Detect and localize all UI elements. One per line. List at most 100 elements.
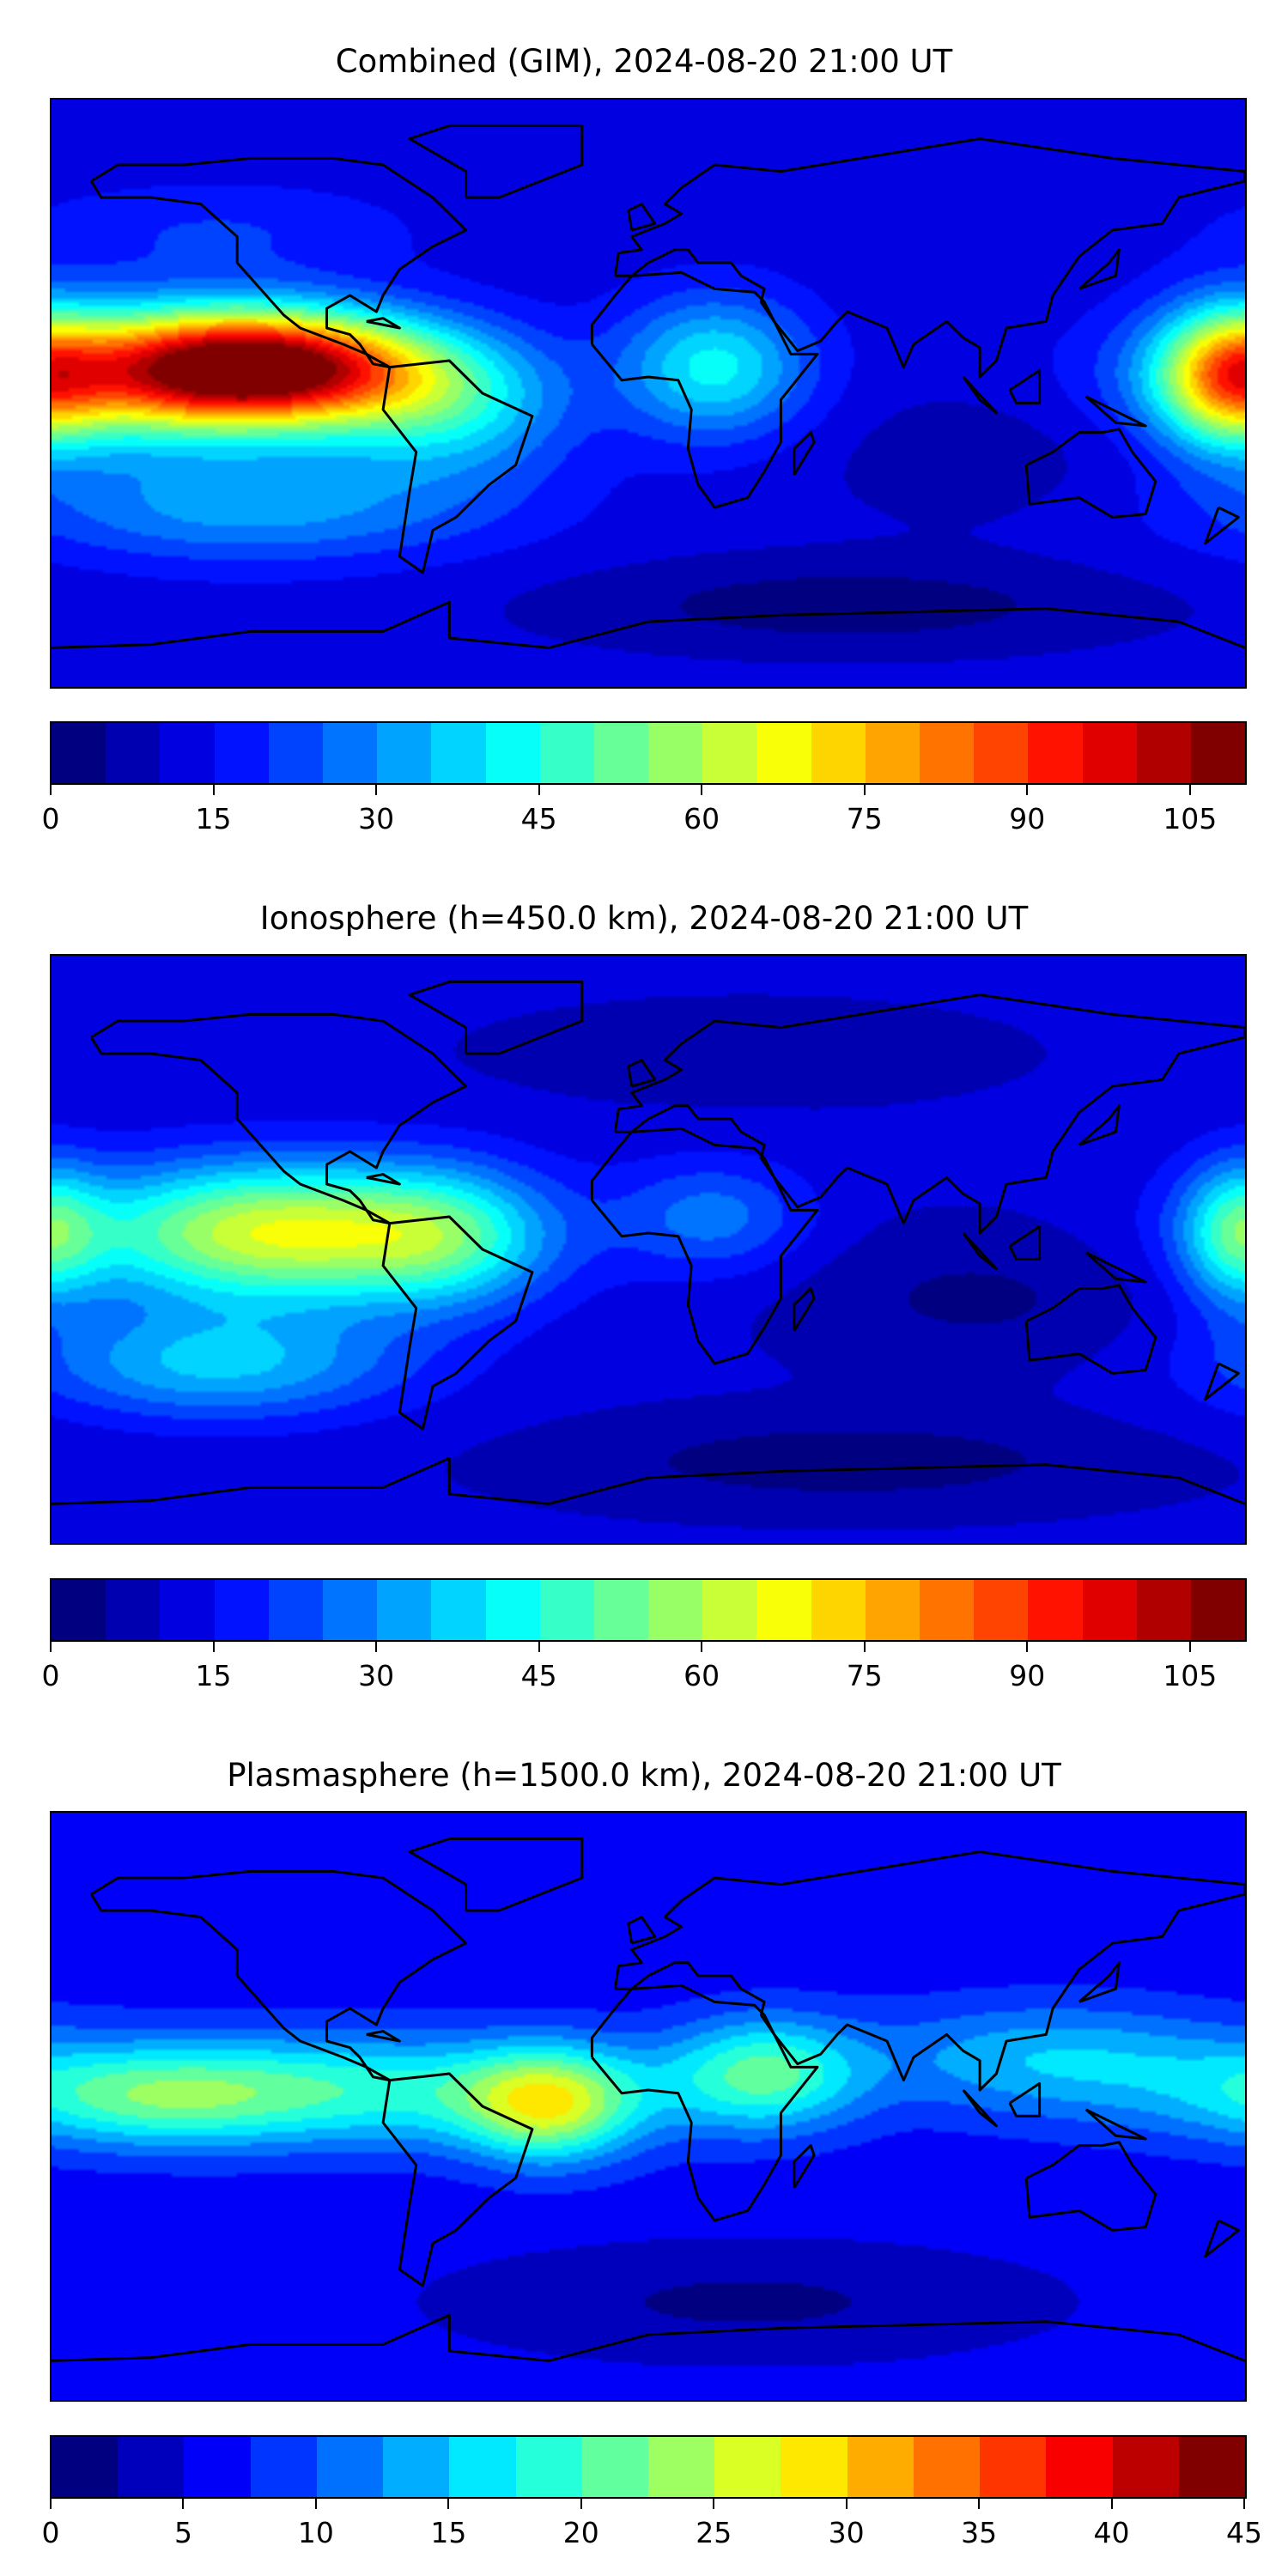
colorbar-tick xyxy=(1026,1642,1029,1652)
colorbar-tick-label: 75 xyxy=(846,1659,883,1692)
colorbar-tick xyxy=(701,1642,703,1652)
colorbar-tick-label: 15 xyxy=(430,2516,467,2549)
colorbar-tick-label: 45 xyxy=(1226,2516,1262,2549)
colorbar-tick xyxy=(1026,785,1029,795)
colorbar-tick xyxy=(580,2499,582,2509)
colorbar-tick xyxy=(701,785,703,795)
colorbar-segment xyxy=(250,2437,317,2497)
colorbar-segment xyxy=(383,2437,450,2497)
colorbar-tick-label: 25 xyxy=(696,2516,732,2549)
coastline xyxy=(613,993,1245,1235)
colorbar-segment xyxy=(920,723,975,783)
colorbar-segment xyxy=(648,723,703,783)
colorbar-tick xyxy=(538,1642,540,1652)
colorbar-segment xyxy=(377,723,432,783)
colorbar-segment xyxy=(811,723,866,783)
chart-title: Ionosphere (h=450.0 km), 2024-08-20 21:0… xyxy=(259,900,1029,937)
colorbar-tick-label: 45 xyxy=(520,802,557,835)
colorbar-segment xyxy=(1028,723,1083,783)
coastline xyxy=(366,1173,401,1186)
colorbar-segment xyxy=(268,723,323,783)
colorbar-segment xyxy=(920,1580,975,1640)
colorbar-ticks: 0 15 30 45 60 75 90 105 xyxy=(42,785,1245,836)
colorbar-tick xyxy=(1243,2499,1245,2509)
coastline xyxy=(381,2072,534,2287)
colorbar-segment xyxy=(647,2437,715,2497)
colorbar-segment xyxy=(160,723,215,783)
coastline xyxy=(590,1984,819,2222)
coastline xyxy=(366,2030,401,2043)
colorbar-segment xyxy=(539,723,594,783)
colorbar-tick-label: 0 xyxy=(41,802,60,835)
colorbar-tick xyxy=(845,2499,848,2509)
coastlines xyxy=(52,980,1245,1505)
coastline xyxy=(590,1127,819,1365)
coastline xyxy=(52,1456,1245,1505)
colorbar-tick-label: 90 xyxy=(1009,802,1046,835)
coastline xyxy=(408,1837,584,1912)
colorbar-tick xyxy=(212,785,215,795)
colorbar-segment xyxy=(485,723,540,783)
colorbar-segment xyxy=(52,1580,106,1640)
colorbar-segment xyxy=(648,1580,703,1640)
coastline xyxy=(1204,2219,1240,2258)
coastline xyxy=(962,2088,998,2128)
coastline xyxy=(1084,1251,1147,1284)
tec-contour-field xyxy=(52,100,1245,687)
colorbar-segment xyxy=(52,2437,118,2497)
coastline xyxy=(627,203,657,232)
colorbar-segment xyxy=(160,1580,215,1640)
colorbar xyxy=(50,721,1247,785)
colorbar-tick xyxy=(182,2499,185,2509)
colorbar-segment xyxy=(865,1580,920,1640)
coastline xyxy=(613,137,1245,379)
colorbar-segment xyxy=(847,2437,914,2497)
coastline xyxy=(408,124,584,199)
colorbar-tick-label: 90 xyxy=(1009,1659,1046,1692)
colorbar-tick xyxy=(978,2499,981,2509)
coastline xyxy=(1084,2108,1147,2141)
colorbar-ticks: 0 15 30 45 60 75 90 105 xyxy=(42,1642,1245,1693)
colorbar-segment xyxy=(581,2437,648,2497)
colorbar-ticks: 0 5 10 15 20 25 30 35 40 45 xyxy=(42,2499,1262,2550)
colorbar-tick xyxy=(538,785,540,795)
colorbar-segment xyxy=(714,2437,781,2497)
coastline xyxy=(627,1916,657,1945)
colorbar-segment xyxy=(865,723,920,783)
colorbar-tick xyxy=(863,1642,866,1652)
colorbar xyxy=(50,1578,1247,1642)
colorbar-segment xyxy=(593,723,649,783)
coastline xyxy=(1204,1362,1240,1401)
coastline xyxy=(1078,248,1121,290)
colorbar-segment xyxy=(1082,1580,1137,1640)
coastline xyxy=(90,156,468,369)
coastlines xyxy=(52,1837,1245,2362)
colorbar-segment xyxy=(377,1580,432,1640)
coastline xyxy=(1084,395,1147,428)
colorbar-tick-label: 105 xyxy=(1163,1659,1218,1692)
colorbar-tick xyxy=(50,785,52,795)
colorbar-tick xyxy=(314,2499,317,2509)
colorbar-segment xyxy=(431,1580,486,1640)
colorbar-tick-label: 40 xyxy=(1093,2516,1130,2549)
coastline xyxy=(52,600,1245,649)
colorbar-segment xyxy=(106,1580,161,1640)
colorbar-tick-label: 75 xyxy=(846,802,883,835)
colorbar-tick-label: 0 xyxy=(41,2516,60,2549)
colorbar-segment xyxy=(781,2437,848,2497)
colorbar-tick-label: 10 xyxy=(297,2516,334,2549)
colorbar-tick xyxy=(50,2499,52,2509)
coastline xyxy=(1204,506,1240,545)
colorbar-tick-label: 30 xyxy=(358,802,395,835)
coastline xyxy=(613,1850,1245,2092)
coastline xyxy=(627,1059,657,1088)
colorbar-segment xyxy=(1046,2437,1113,2497)
colorbar-tick xyxy=(447,2499,450,2509)
coastline xyxy=(90,1869,468,2082)
colorbar-tick-label: 0 xyxy=(41,1659,60,1692)
colorbar-segment xyxy=(702,1580,757,1640)
colorbar-segment xyxy=(1112,2437,1179,2497)
colorbar-segment xyxy=(1190,1580,1246,1640)
coastline xyxy=(90,1012,468,1225)
colorbar-segment xyxy=(980,2437,1047,2497)
